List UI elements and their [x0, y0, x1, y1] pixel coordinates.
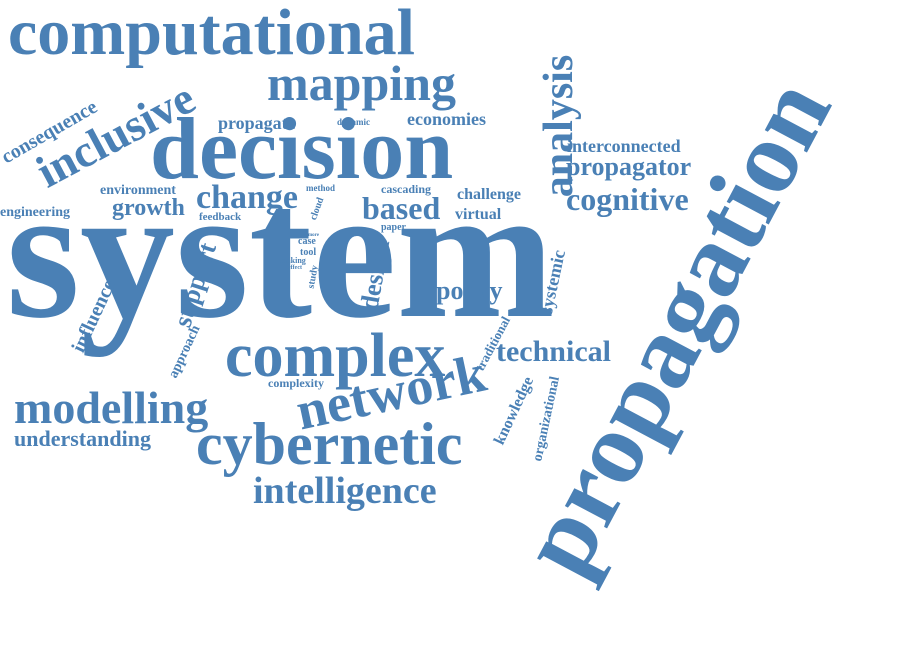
word-paper: paper [381, 222, 406, 233]
word-complexity: complexity [268, 376, 324, 390]
word-propagate: propagate [218, 113, 296, 133]
word-cognitive: cognitive [566, 181, 689, 217]
word-mapping: mapping [267, 55, 456, 111]
word-method: method [306, 183, 335, 193]
word-case: case [298, 236, 316, 247]
word-tool: tool [300, 247, 317, 258]
word-challenge: challenge [457, 186, 521, 203]
word-change: change [196, 179, 298, 216]
word-system: system [6, 148, 555, 358]
word-growth: growth [112, 195, 185, 221]
word-virtual: virtual [455, 206, 502, 223]
word-interconnected: interconnected [567, 136, 681, 156]
word-intelligence: intelligence [253, 470, 437, 512]
word-effect: effect [288, 265, 302, 271]
word-technical: technical [496, 335, 611, 368]
word-understanding: understanding [14, 426, 151, 451]
word-cascading: cascading [381, 182, 432, 196]
word-feedback: feedback [199, 211, 242, 223]
word-based: based [362, 190, 441, 226]
word-environment: environment [100, 183, 176, 198]
word-cybernetic: cybernetic [196, 411, 463, 477]
word-modelling: modelling [14, 382, 209, 433]
word-decision: decision [150, 101, 454, 198]
word-making: making [280, 256, 306, 265]
word-complex: complex [225, 322, 446, 390]
word-engineering: engineering [0, 205, 70, 220]
word-propagator: propagator [566, 152, 692, 181]
word-economies: economies [407, 109, 486, 129]
word-policy: policy [436, 276, 503, 305]
word-knowledge: knowledge [490, 374, 538, 448]
word-computational: computational [8, 0, 416, 69]
word-dynamic: dynamic [337, 117, 371, 127]
word-more: more [308, 233, 320, 238]
